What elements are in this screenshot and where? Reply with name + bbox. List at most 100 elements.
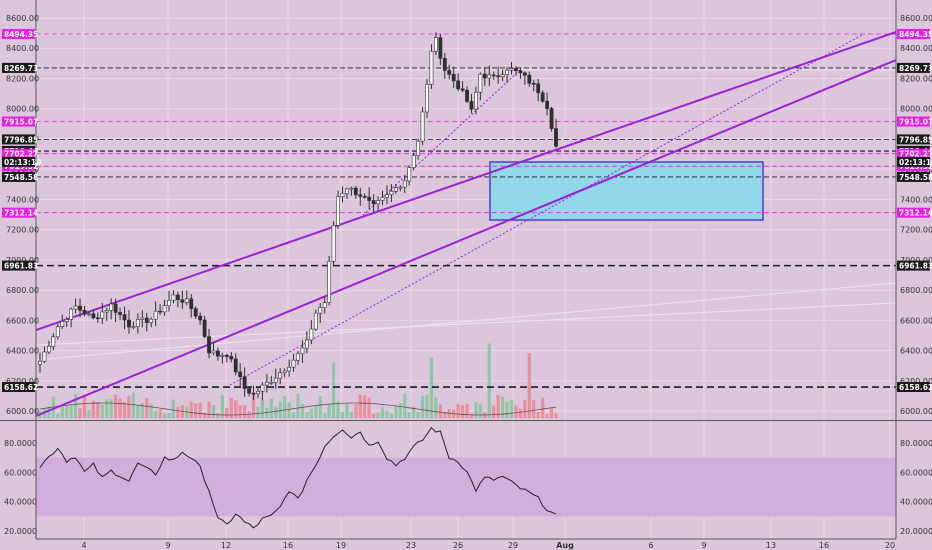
volume-bar xyxy=(167,413,171,418)
volume-bar xyxy=(496,394,500,418)
candle-body xyxy=(87,313,91,316)
volume-bar xyxy=(345,403,349,418)
volume-bar xyxy=(56,413,60,418)
candle-body xyxy=(522,72,527,76)
candle-body xyxy=(238,371,243,377)
volume-bar xyxy=(541,397,545,418)
volume-bar xyxy=(505,401,509,418)
rsi-tick-label: 60.0000 xyxy=(4,468,37,477)
candle-body xyxy=(180,299,185,303)
volume-bar xyxy=(100,404,104,418)
volume-bar xyxy=(220,395,224,418)
upper-trend-line[interactable] xyxy=(36,31,896,331)
volume-bar xyxy=(331,362,336,418)
candle-body xyxy=(469,101,474,110)
volume-bar xyxy=(367,397,371,418)
lower-trend-line[interactable] xyxy=(36,59,896,417)
volume-average-line xyxy=(39,402,557,416)
candle-body xyxy=(256,390,260,394)
level-tag: 8494.35 xyxy=(4,30,38,39)
trend-lines[interactable] xyxy=(36,31,896,417)
volume-bar xyxy=(460,405,465,418)
candle-body xyxy=(536,83,541,94)
candle-body xyxy=(233,358,238,373)
candle-body xyxy=(389,190,394,195)
level-tag-bg xyxy=(2,116,35,127)
candle-body xyxy=(425,84,429,113)
candle-body xyxy=(211,350,216,354)
candle-body xyxy=(122,314,127,321)
candle-body xyxy=(109,303,114,311)
candle-body xyxy=(189,298,194,309)
volume-bar xyxy=(73,393,78,418)
level-tag: 6961.83 xyxy=(4,262,38,271)
level-tag-bg xyxy=(2,260,35,271)
volume-bar xyxy=(425,394,429,418)
candle-body xyxy=(282,370,287,373)
volume-bar xyxy=(532,400,536,418)
candle-body xyxy=(438,37,443,59)
volume-bar xyxy=(412,406,416,418)
price-tick-label: 7400.00 xyxy=(6,195,39,204)
volume-bar xyxy=(380,407,385,418)
candle-body xyxy=(153,310,158,320)
candle-body xyxy=(38,360,42,365)
rsi-line xyxy=(39,426,557,529)
candle-body xyxy=(518,70,523,74)
volume-bar xyxy=(87,409,91,418)
candle-body xyxy=(91,313,96,319)
volume-bar xyxy=(283,395,287,418)
volume-bar xyxy=(47,406,51,418)
rsi-tick-label: 60.0000 xyxy=(900,468,932,477)
volume-bar xyxy=(154,410,158,418)
volume-bar xyxy=(443,411,447,418)
level-tag-bg xyxy=(897,116,930,127)
level-tag: 8269.73 xyxy=(4,64,38,73)
volume-bars xyxy=(38,343,558,418)
candle-body xyxy=(496,75,501,78)
volume-bar xyxy=(318,396,322,418)
candle-body xyxy=(247,388,251,394)
candle-body xyxy=(331,225,336,262)
price-labels: 8494.35 8494.35 8269.73 8269.73 7915.07 7915.… xyxy=(2,28,932,393)
volume-bar xyxy=(65,404,69,418)
price-tick-label: 8000.00 xyxy=(6,105,39,114)
candle-body xyxy=(118,312,122,315)
candle-body xyxy=(482,73,487,79)
time-tick-label: 9 xyxy=(165,541,170,550)
candle-body xyxy=(313,312,318,330)
candle-body xyxy=(380,197,385,201)
candle-body xyxy=(171,294,176,301)
volume-bar xyxy=(158,409,162,418)
candle-body xyxy=(184,298,189,303)
dotted-trend-line[interactable] xyxy=(229,34,863,386)
candle-body xyxy=(474,91,478,110)
candle-body xyxy=(278,372,283,379)
candle-body xyxy=(251,392,256,395)
candle-body xyxy=(64,319,69,322)
candle-body xyxy=(291,359,296,368)
volume-bar xyxy=(549,407,554,418)
volume-bar xyxy=(225,407,229,418)
price-tick-label: 7200.00 xyxy=(6,226,39,235)
candle-body xyxy=(269,381,274,384)
candle-body xyxy=(398,186,403,189)
volume-bar xyxy=(514,405,518,418)
price-tick-label: 6800.00 xyxy=(6,286,39,295)
candle-body xyxy=(60,321,65,328)
price-tick-label: 7000.00 xyxy=(6,256,39,265)
volume-bar xyxy=(474,401,478,418)
time-tick-label: 12 xyxy=(221,541,231,550)
price-tick-label: 8200.00 xyxy=(900,74,932,83)
rsi-tick-label: 80.0000 xyxy=(900,439,932,448)
volume-bar xyxy=(527,353,531,418)
volume-bar xyxy=(82,394,87,418)
volume-bar xyxy=(340,411,345,418)
volume-bar xyxy=(456,404,460,418)
volume-bar xyxy=(140,402,144,418)
level-tag-bg xyxy=(897,62,930,73)
candle-body xyxy=(545,100,550,109)
time-tick-label: 20 xyxy=(885,541,895,550)
volume-bar xyxy=(438,404,442,418)
